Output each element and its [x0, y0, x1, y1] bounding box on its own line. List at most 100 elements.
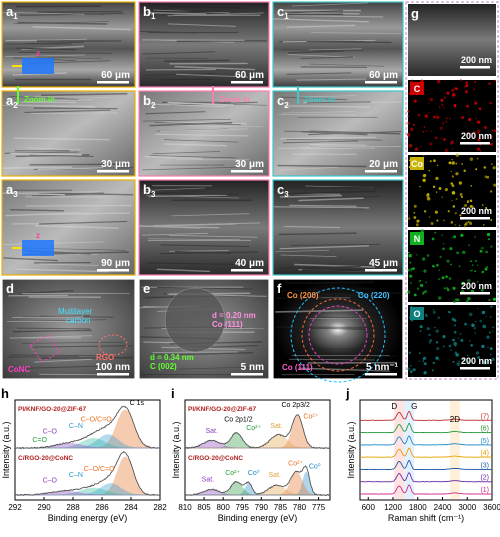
map-dot — [459, 193, 463, 196]
panel-letter: c — [277, 4, 284, 19]
texture-streak — [29, 154, 94, 157]
map-dot — [438, 278, 440, 280]
peak-label: Co 2p3/2 — [281, 402, 310, 409]
panel-subscript: 1 — [284, 12, 289, 21]
texture-streak — [164, 121, 247, 125]
texture-streak — [284, 130, 386, 134]
map-dot — [474, 332, 476, 334]
map-dot — [437, 316, 440, 320]
chart-j: j 600 1200 1800 2400 3000 3600 Raman shift (cm⁻… — [345, 386, 500, 523]
texture-streak — [147, 11, 207, 15]
map-dot — [419, 185, 421, 188]
map-dot — [482, 224, 485, 226]
axis-z: z — [36, 49, 40, 58]
map-dot — [491, 357, 495, 362]
map-dot — [441, 234, 443, 236]
raman-series — [360, 460, 492, 471]
map-dot — [475, 351, 480, 355]
texture-streak — [153, 9, 230, 14]
texture-streak — [21, 45, 85, 50]
texture-streak — [293, 40, 392, 44]
map-dot — [431, 237, 435, 241]
texture-streak — [41, 93, 128, 97]
map-dot — [469, 199, 473, 202]
map-dot — [473, 327, 476, 330]
chart-h: h 292 290 288 286 284 282 Binding energy (eV) In… — [1, 386, 167, 523]
map-dot — [435, 176, 439, 181]
map-dot — [451, 158, 453, 161]
texture-streak — [309, 146, 371, 150]
texture-streak — [305, 185, 374, 188]
map-dot — [460, 233, 464, 237]
x-tick-label: 780 — [293, 503, 307, 512]
orientation-block — [22, 240, 54, 256]
x-tick-label: 3600 — [483, 503, 500, 512]
map-dot — [416, 287, 420, 290]
panel-label-f: f — [277, 281, 282, 296]
map-dot — [413, 216, 417, 219]
map-dot — [463, 226, 466, 228]
texture-streak — [273, 18, 369, 23]
map-dot — [451, 148, 454, 150]
texture-streak — [146, 195, 240, 199]
texture-streak — [164, 139, 239, 143]
map-dot — [454, 345, 457, 347]
panel-label-c2: c2 — [277, 93, 289, 110]
map-dot — [443, 107, 445, 109]
map-dot — [474, 236, 476, 238]
map-dot — [415, 223, 419, 227]
map-dot — [407, 110, 410, 113]
scale-label-e: 5 nm — [241, 362, 264, 373]
map-dot — [441, 276, 445, 280]
map-dot — [477, 356, 481, 360]
texture-streak — [297, 185, 356, 188]
texture-streak — [276, 297, 340, 301]
panel-letter: a — [6, 182, 14, 197]
map-dot — [484, 267, 488, 271]
texture-streak — [163, 59, 230, 62]
map-dot — [435, 191, 438, 193]
scale-label-g: 200 nm — [461, 55, 492, 65]
map-dot — [471, 323, 475, 327]
map-dot — [493, 129, 497, 133]
map-dot — [460, 195, 463, 198]
map-dot — [413, 293, 417, 297]
nanoparticle — [164, 287, 226, 353]
texture-streak — [167, 101, 234, 106]
map-dot — [452, 93, 456, 97]
panel-letter: a — [6, 4, 14, 19]
texture-streak — [301, 146, 401, 148]
map-dot — [491, 163, 493, 165]
map-dot — [422, 130, 424, 133]
map-dot — [426, 315, 428, 318]
texture-streak — [282, 39, 376, 43]
texture-streak — [33, 167, 134, 170]
texture-streak — [36, 56, 103, 60]
map-dot — [463, 169, 466, 173]
peak-label: Co²⁺ — [246, 425, 261, 432]
map-dot — [407, 367, 411, 371]
texture-streak — [9, 96, 79, 100]
map-dot — [493, 183, 497, 187]
map-dots — [407, 305, 495, 377]
map-dot — [456, 362, 460, 366]
texture-streak — [279, 265, 361, 269]
map-dot — [459, 214, 462, 217]
map-dot — [409, 127, 414, 132]
zoom-note: Zoom in — [24, 95, 55, 104]
fit-component — [185, 481, 330, 496]
raman-series — [360, 484, 493, 495]
texture-streak — [154, 122, 241, 126]
texture-streak — [147, 192, 239, 196]
texture-streak — [273, 206, 370, 209]
panel-letter: b — [143, 182, 151, 197]
map-dot — [430, 222, 434, 226]
scale-label-c2: 20 μm — [369, 159, 398, 170]
texture-streak — [279, 166, 339, 171]
map-dot — [446, 259, 450, 263]
x-tick-label: 785 — [274, 503, 288, 512]
peak-label: C=O — [32, 437, 47, 444]
texture-streak — [19, 38, 87, 42]
panel-letter: c — [277, 93, 284, 108]
micrograph-b3 — [138, 179, 270, 276]
